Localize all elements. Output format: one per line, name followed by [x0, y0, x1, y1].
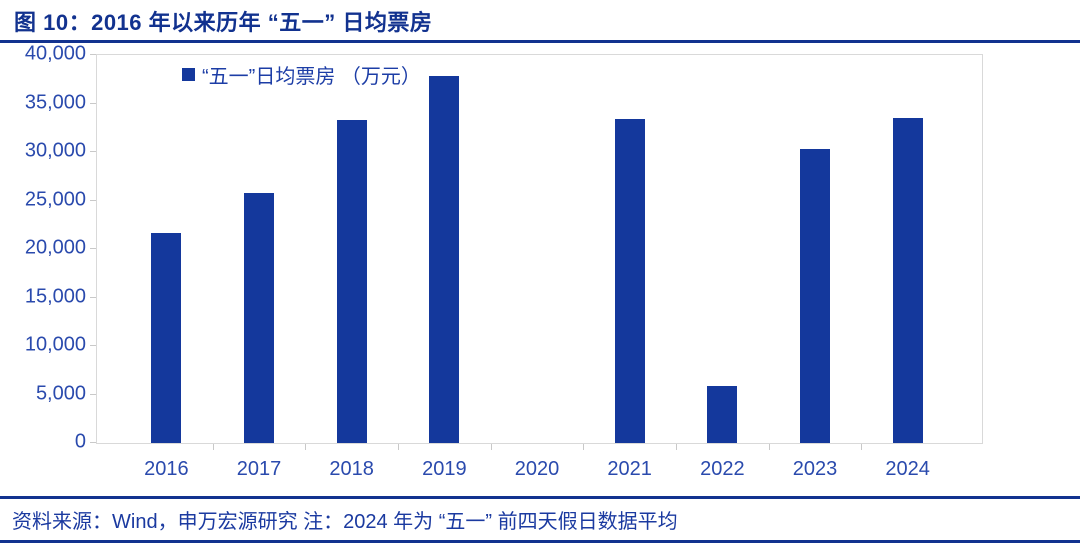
bar-chart: “五一”日均票房 （万元） 0 5,000 10,000 15,000 20,000 25…: [0, 43, 1080, 494]
x-axis-tick: [676, 444, 677, 450]
legend-marker-icon: [182, 68, 195, 81]
bar-2017: [244, 192, 274, 443]
x-axis-tick: [583, 444, 585, 450]
y-axis-label: 0: [74, 430, 86, 453]
y-axis-tick: [90, 296, 96, 298]
bar-2018: [336, 120, 367, 443]
x-axis-tick: [768, 444, 770, 450]
plot-area: “五一”日均票房 （万元）: [96, 54, 983, 444]
x-axis-tick: [212, 444, 214, 450]
footer-divider-bottom: [0, 540, 1080, 543]
bar-2019: [429, 76, 460, 443]
bar-2023: [800, 149, 830, 443]
bars-group: [120, 55, 954, 443]
y-axis-tick: [90, 393, 96, 395]
x-axis-tick: [398, 444, 399, 450]
y-axis-tick: [90, 54, 96, 55]
y-axis-tick: [90, 442, 96, 443]
y-axis-label: 30,000: [24, 139, 86, 162]
y-axis-label: 25,000: [24, 188, 86, 210]
figure-title: 图 10：2016 年以来历年 “五一” 日均票房: [14, 10, 433, 35]
x-axis-label: 2016: [144, 458, 189, 480]
x-axis-label: 2023: [792, 458, 838, 480]
x-axis-tick: [861, 444, 863, 450]
title-divider: [0, 40, 1080, 43]
x-axis-label: 2018: [329, 458, 374, 480]
bar-2016: [151, 232, 182, 443]
x-axis-label: 2022: [700, 458, 745, 480]
chart-legend: “五一”日均票房 （万元）: [182, 60, 421, 89]
bar-2021: [614, 119, 645, 443]
source-note: 资料来源：Wind，申万宏源研究 注：2024 年为 “五一” 前四天假日数据平…: [12, 511, 678, 533]
y-axis-label: 5,000: [35, 382, 86, 404]
x-axis-label: 2024: [885, 458, 930, 480]
x-axis-tick: [490, 444, 492, 450]
bar-2024: [892, 118, 923, 443]
y-axis-tick: [90, 248, 96, 249]
y-axis-label: 35,000: [24, 91, 86, 113]
x-axis-tick: [305, 444, 307, 450]
x-axis-label: 2021: [607, 458, 652, 480]
y-axis-tick: [90, 199, 96, 201]
footer-divider-top: [0, 496, 1080, 499]
y-axis-tick: [90, 345, 96, 346]
y-axis-label: 40,000: [24, 42, 86, 65]
x-axis-label: 2019: [422, 458, 467, 480]
bar-2022: [707, 385, 738, 443]
x-axis-label: 2020: [514, 458, 560, 480]
y-axis-tick: [90, 102, 96, 104]
y-axis-tick: [90, 151, 96, 152]
x-axis-label: 2017: [236, 458, 282, 480]
y-axis-label: 15,000: [24, 285, 86, 307]
y-axis-label: 20,000: [24, 236, 86, 259]
legend-label: “五一”日均票房 （万元）: [202, 66, 421, 88]
y-axis-label: 10,000: [24, 333, 86, 356]
